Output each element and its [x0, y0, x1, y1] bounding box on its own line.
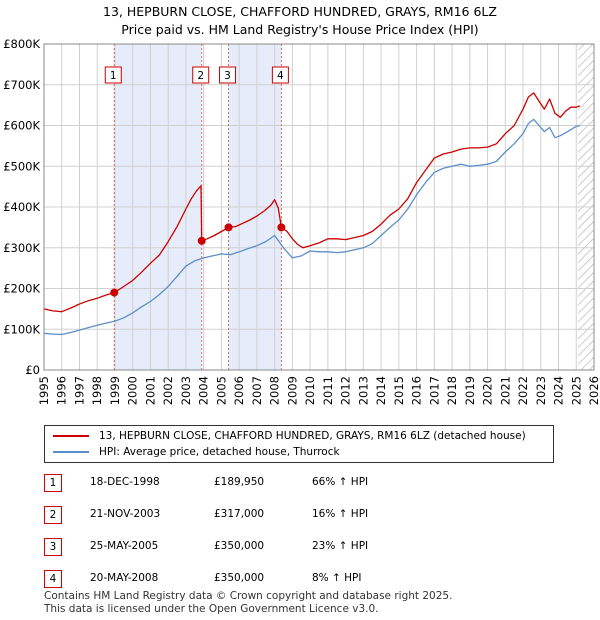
x-tick-label: 1995: [37, 376, 51, 405]
x-tick-label: 2006: [232, 376, 246, 405]
x-tick-label: 2021: [498, 376, 512, 405]
legend-swatch-hpi: [53, 451, 89, 453]
y-tick-label: £0: [25, 363, 40, 377]
plot-area: £0 £100K £200K £300K £400K £500K £600K £700K £80…: [3, 37, 600, 405]
x-tick-label: 2023: [534, 376, 548, 405]
y-tick-label: £500K: [3, 159, 40, 173]
transaction-point: [110, 288, 119, 297]
x-tick-label: 2012: [339, 376, 353, 405]
transaction-marker-box: [219, 66, 237, 84]
transaction-marker-box: [271, 66, 289, 84]
transaction-price: £317,000: [214, 508, 265, 520]
table-row: 1 18-DEC-1998 £189,950 66% ↑ HPI: [44, 474, 464, 492]
x-tick-label: 2024: [552, 376, 566, 405]
x-tick-label: 2004: [197, 376, 211, 405]
x-tick-label: 1996: [55, 376, 69, 405]
x-tick-label: 2014: [374, 376, 388, 405]
transaction-marker-box: [104, 66, 122, 84]
x-tick-label: 2001: [143, 376, 157, 405]
legend-entry-hpi: HPI: Average price, detached house, Thur…: [53, 444, 340, 460]
table-row: 4 20-MAY-2008 £350,000 8% ↑ HPI: [44, 570, 464, 588]
chart-subtitle: Price paid vs. HM Land Registry's House …: [121, 22, 479, 37]
x-tick-label: 2026: [587, 376, 600, 405]
x-tick-label: 1999: [108, 376, 122, 405]
transaction-hpi-diff: 66% ↑ HPI: [312, 476, 369, 488]
transaction-hpi-diff: 16% ↑ HPI: [312, 508, 369, 520]
legend-swatch-price-paid: [53, 435, 89, 437]
transaction-point: [197, 236, 206, 245]
transaction-price: £350,000: [214, 540, 265, 552]
transaction-marker-label: 2: [44, 506, 62, 524]
x-tick-label: 2025: [569, 376, 583, 405]
y-tick-label: £200K: [3, 282, 40, 296]
table-row: 2 21-NOV-2003 £317,000 16% ↑ HPI: [44, 506, 464, 524]
transaction-point: [277, 223, 286, 232]
footer-licence: This data is licensed under the Open Gov…: [44, 603, 379, 615]
x-tick-label: 2007: [250, 376, 264, 405]
transaction-marker-label: 1: [110, 70, 117, 82]
x-tick-label: 2008: [268, 376, 282, 405]
transaction-date: 25-MAY-2005: [90, 540, 159, 552]
series-line-hpi: [43, 118, 580, 336]
transaction-price: £189,950: [214, 476, 265, 488]
x-tick-label: 1997: [72, 376, 86, 405]
x-tick-label: 2009: [285, 376, 299, 405]
transaction-marker-box: [192, 66, 210, 84]
legend: 13, HEPBURN CLOSE, CHAFFORD HUNDRED, GRA…: [44, 425, 554, 463]
transaction-marker-label: 3: [44, 538, 62, 556]
x-tick-label: 2019: [463, 376, 477, 405]
y-tick-label: £600K: [3, 119, 40, 133]
x-tick-label: 2020: [481, 376, 495, 405]
x-tick-label: 2018: [445, 376, 459, 405]
legend-label-price-paid: 13, HEPBURN CLOSE, CHAFFORD HUNDRED, GRA…: [99, 430, 526, 442]
transaction-marker-label: 1: [44, 474, 62, 492]
transaction-point: [224, 223, 233, 232]
plot-frame: [43, 43, 595, 371]
transaction-hpi-diff: 23% ↑ HPI: [312, 540, 369, 552]
legend-label-hpi: HPI: Average price, detached house, Thur…: [99, 446, 340, 458]
x-tick-label: 2010: [303, 376, 317, 405]
y-tick-label: £800K: [3, 37, 40, 51]
series-line-price-paid: [43, 92, 581, 313]
transaction-date: 21-NOV-2003: [90, 508, 161, 520]
table-row: 3 25-MAY-2005 £350,000 23% ↑ HPI: [44, 538, 464, 556]
x-tick-label: 2011: [321, 376, 335, 405]
x-tick-label: 2005: [214, 376, 228, 405]
y-tick-label: £400K: [3, 200, 40, 214]
footer-copyright: Contains HM Land Registry data © Crown c…: [44, 590, 453, 602]
transaction-date: 18-DEC-1998: [90, 476, 160, 488]
chart-title: 13, HEPBURN CLOSE, CHAFFORD HUNDRED, GRA…: [103, 4, 497, 19]
transaction-hpi-diff: 8% ↑ HPI: [312, 572, 362, 584]
y-tick-label: £700K: [3, 78, 40, 92]
x-tick-label: 2016: [410, 376, 424, 405]
x-tick-label: 2017: [427, 376, 441, 405]
x-tick-label: 2022: [516, 376, 530, 405]
x-tick-label: 2002: [161, 376, 175, 405]
transaction-date: 20-MAY-2008: [90, 572, 159, 584]
transaction-marker-label: 4: [44, 570, 62, 588]
y-tick-label: £300K: [3, 241, 40, 255]
x-tick-label: 2000: [126, 376, 140, 405]
legend-entry-price-paid: 13, HEPBURN CLOSE, CHAFFORD HUNDRED, GRA…: [53, 428, 526, 444]
x-tick-label: 2013: [356, 376, 370, 405]
x-tick-label: 1998: [90, 376, 104, 405]
x-tick-label: 2003: [179, 376, 193, 405]
x-tick-label: 2015: [392, 376, 406, 405]
transaction-marker-label: 4: [277, 70, 284, 82]
transaction-marker-label: 3: [224, 70, 231, 82]
transaction-marker-label: 2: [197, 70, 204, 82]
transaction-price: £350,000: [214, 572, 265, 584]
y-tick-label: £100K: [3, 322, 40, 336]
